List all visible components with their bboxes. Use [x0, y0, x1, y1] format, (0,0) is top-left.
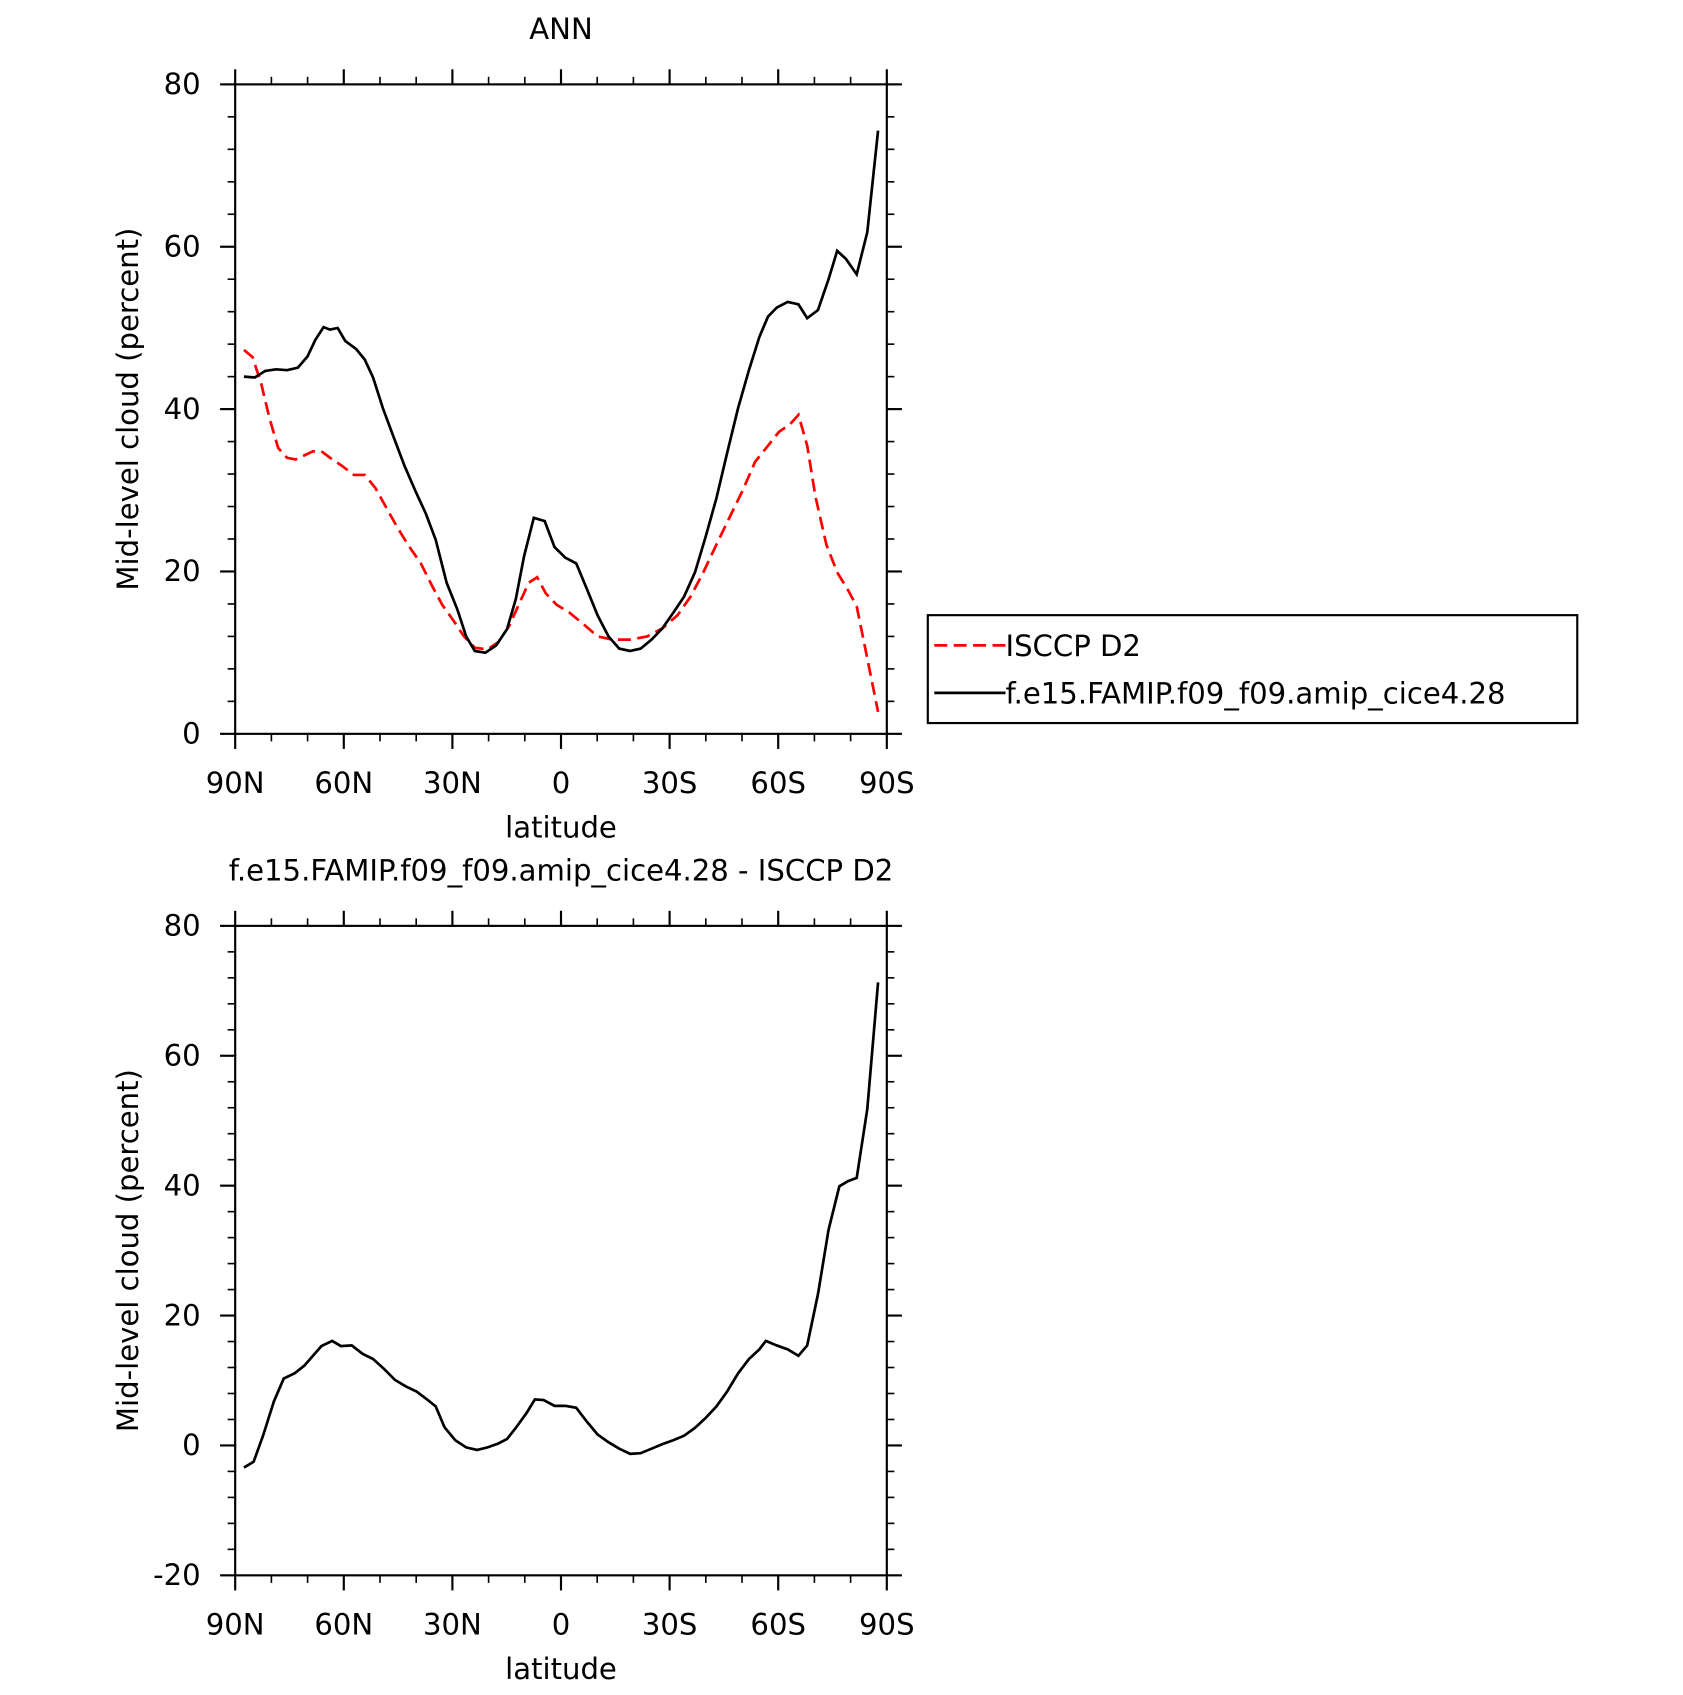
x-tick-label: 60N	[314, 766, 373, 800]
x-tick-label: 0	[552, 766, 571, 800]
y-tick-label: 40	[164, 392, 201, 426]
chart-title: ANN	[529, 12, 592, 46]
y-tick-label: 60	[164, 229, 201, 263]
data-line	[243, 982, 880, 1469]
x-tick-label: 90S	[859, 766, 915, 800]
x-tick-label: 30N	[423, 766, 482, 800]
y-axis-label: Mid-level cloud (percent)	[111, 228, 145, 591]
legend-box	[926, 614, 1579, 725]
x-tick-label: 90S	[859, 1608, 915, 1642]
data-line	[243, 348, 880, 713]
y-tick-label: 80	[164, 909, 201, 943]
x-tick-label: 60S	[750, 766, 806, 800]
x-tick-label: 30S	[642, 766, 698, 800]
x-axis-label: latitude	[505, 1652, 617, 1686]
y-tick-label: 40	[164, 1168, 201, 1202]
y-tick-label: 20	[164, 1298, 201, 1332]
y-tick-label: 0	[182, 717, 201, 751]
x-tick-label: 60S	[750, 1608, 806, 1642]
legend: ISCCP D2 f.e15.FAMIP.f09_f09.amip_cice4.2…	[926, 614, 1579, 725]
legend-label: f.e15.FAMIP.f09_f09.amip_cice4.28	[1005, 677, 1505, 711]
x-tick-label: 30S	[642, 1608, 698, 1642]
y-tick-label: 0	[182, 1428, 201, 1462]
y-tick-label: 80	[164, 67, 201, 101]
x-tick-label: 0	[552, 1608, 571, 1642]
y-axis-label: Mid-level cloud (percent)	[111, 1069, 145, 1432]
x-tick-label: 90N	[206, 766, 265, 800]
x-tick-label: 30N	[423, 1608, 482, 1642]
plot-frame	[234, 83, 888, 735]
x-tick-label: 90N	[206, 1608, 265, 1642]
x-axis-label: latitude	[505, 810, 617, 844]
plot: ANN latitude Mid-level cloud (percent) 0 20 4…	[111, 12, 914, 844]
plot: f.e15.FAMIP.f09_f09.amip_cice4.28 - ISCC…	[111, 854, 914, 1686]
y-tick-label: 20	[164, 554, 201, 588]
data-line	[243, 130, 880, 655]
y-tick-label: 60	[164, 1038, 201, 1072]
chart-title: f.e15.FAMIP.f09_f09.amip_cice4.28 - ISCC…	[229, 854, 894, 888]
x-tick-label: 60N	[314, 1608, 373, 1642]
legend-label: ISCCP D2	[1005, 629, 1140, 663]
plot-frame	[234, 924, 888, 1577]
y-tick-label: -20	[153, 1558, 201, 1592]
